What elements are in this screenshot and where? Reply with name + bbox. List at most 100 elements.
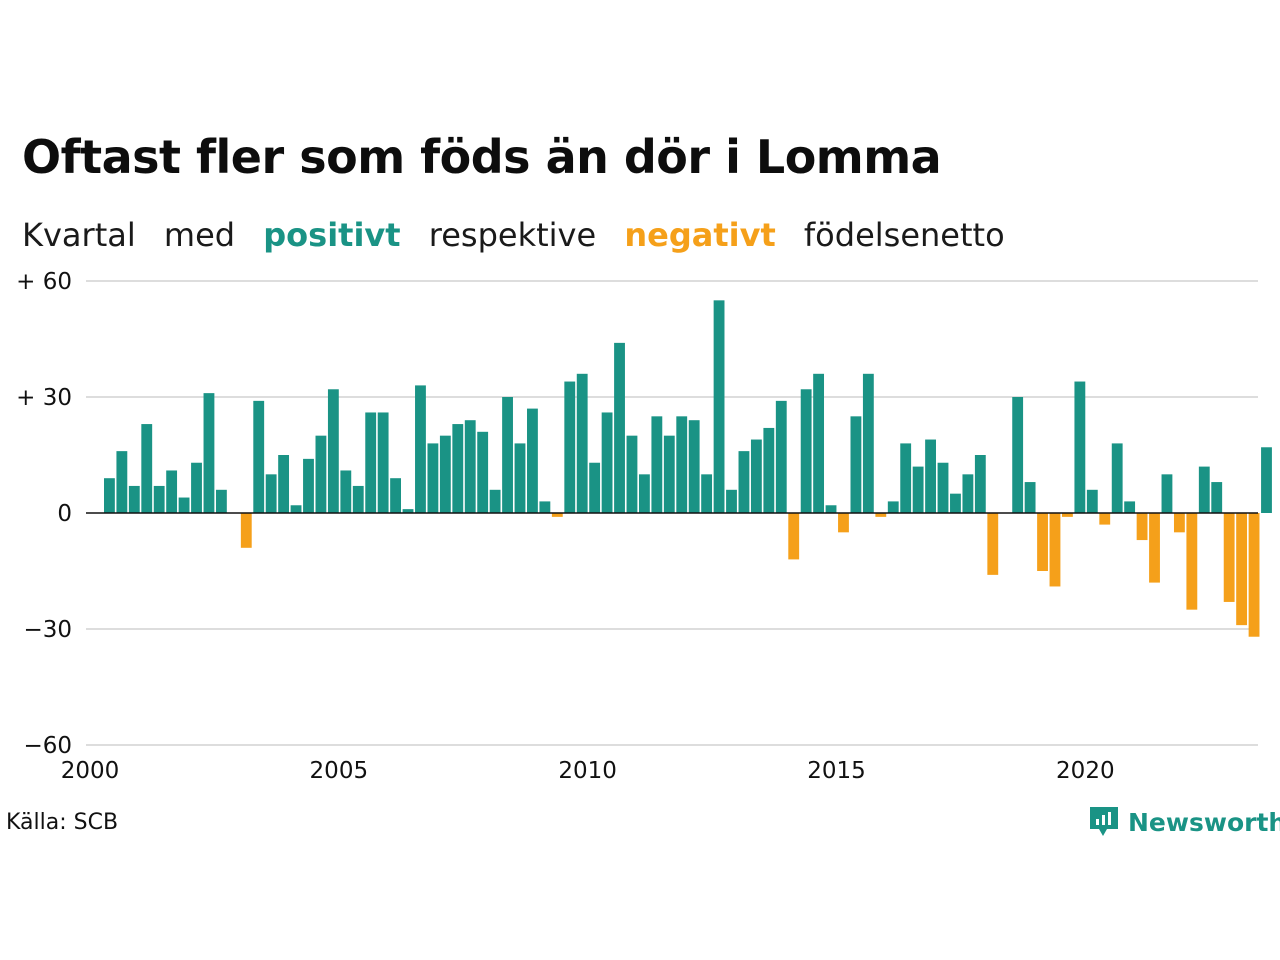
bar — [303, 458, 314, 513]
bar — [539, 501, 551, 513]
bar — [253, 400, 265, 513]
bar — [327, 389, 339, 513]
bar — [427, 443, 439, 513]
bar — [178, 497, 190, 513]
bar — [141, 424, 153, 513]
bar — [116, 451, 128, 513]
bar — [1149, 513, 1160, 583]
y-tick-label: + 30 — [16, 385, 72, 411]
bar — [601, 412, 613, 513]
y-tick-label: −60 — [23, 733, 72, 759]
bar — [962, 474, 974, 513]
bar — [1024, 482, 1036, 513]
bar — [1062, 513, 1073, 517]
bar — [875, 513, 887, 517]
bar — [390, 478, 401, 513]
bar — [638, 474, 650, 513]
bar — [1012, 397, 1024, 513]
bar — [912, 466, 924, 513]
bar — [340, 470, 352, 513]
bar — [1086, 489, 1098, 513]
brand-name: Newsworthy — [1128, 807, 1280, 837]
bar — [240, 513, 252, 548]
bar — [651, 416, 663, 513]
bar — [589, 462, 601, 513]
bar — [1074, 381, 1086, 513]
bar — [464, 420, 476, 513]
bar — [1111, 443, 1123, 513]
bar — [153, 485, 165, 513]
subtitle-word: med — [163, 216, 236, 254]
bar — [862, 373, 874, 513]
bar — [1261, 447, 1272, 513]
bar — [377, 412, 389, 513]
bar — [1173, 513, 1185, 533]
bar — [676, 416, 688, 513]
bar — [452, 424, 464, 513]
bar — [215, 489, 227, 513]
bar — [738, 451, 750, 513]
subtitle-word: Kvartal — [22, 216, 136, 254]
subtitle-positive: positivt — [263, 216, 401, 254]
bar — [925, 439, 936, 513]
bar — [203, 393, 215, 513]
y-tick-label: 0 — [57, 501, 72, 527]
bar — [278, 455, 290, 513]
x-tick-label: 2000 — [61, 758, 120, 784]
bar — [1236, 513, 1248, 626]
bar — [974, 455, 986, 513]
subtitle-negative: negativt — [624, 216, 776, 254]
bar — [800, 389, 812, 513]
bar — [1248, 513, 1260, 637]
x-tick-label: 2015 — [807, 758, 866, 784]
bar — [1049, 513, 1061, 587]
x-tick-label: 2020 — [1056, 758, 1115, 784]
subtitle-word: födelsenetto — [803, 216, 1005, 254]
bar — [763, 427, 775, 513]
bar — [850, 416, 862, 513]
y-tick-label: −30 — [23, 617, 72, 643]
bar — [1099, 513, 1111, 525]
bar — [1223, 513, 1235, 602]
bar — [477, 431, 489, 513]
bar — [191, 462, 202, 513]
bar — [1186, 513, 1198, 610]
bar — [626, 435, 638, 513]
bar — [900, 443, 912, 513]
chart-subtitle: Kvartal med positivt respektive negativt… — [22, 216, 1023, 254]
bar — [489, 489, 501, 513]
bar — [887, 501, 899, 513]
bar — [1136, 513, 1148, 541]
chart-title: Oftast fler som föds än dör i Lomma — [22, 130, 942, 184]
bar — [825, 505, 837, 513]
newsworthy-icon — [1090, 807, 1118, 836]
bar — [838, 513, 849, 533]
brand-logo: Newsworthy — [1088, 804, 1280, 840]
bar — [688, 420, 700, 513]
bar — [701, 474, 713, 513]
bar — [502, 397, 513, 513]
bar — [788, 513, 800, 560]
bar — [614, 342, 625, 513]
bar — [987, 513, 999, 575]
bar — [713, 300, 725, 513]
bar — [352, 485, 364, 513]
bar — [1161, 474, 1173, 513]
bar — [514, 443, 526, 513]
y-tick-label: + 60 — [16, 269, 72, 295]
bar — [813, 373, 825, 513]
bar — [166, 470, 178, 513]
bar — [937, 462, 949, 513]
bar — [290, 505, 302, 513]
bar — [576, 373, 588, 513]
bar — [551, 513, 563, 517]
bar — [415, 385, 426, 513]
bar — [439, 435, 451, 513]
bar — [104, 478, 115, 513]
bar — [315, 435, 327, 513]
bar — [128, 485, 140, 513]
x-tick-label: 2005 — [310, 758, 369, 784]
bar — [1211, 482, 1223, 513]
bar — [365, 412, 377, 513]
